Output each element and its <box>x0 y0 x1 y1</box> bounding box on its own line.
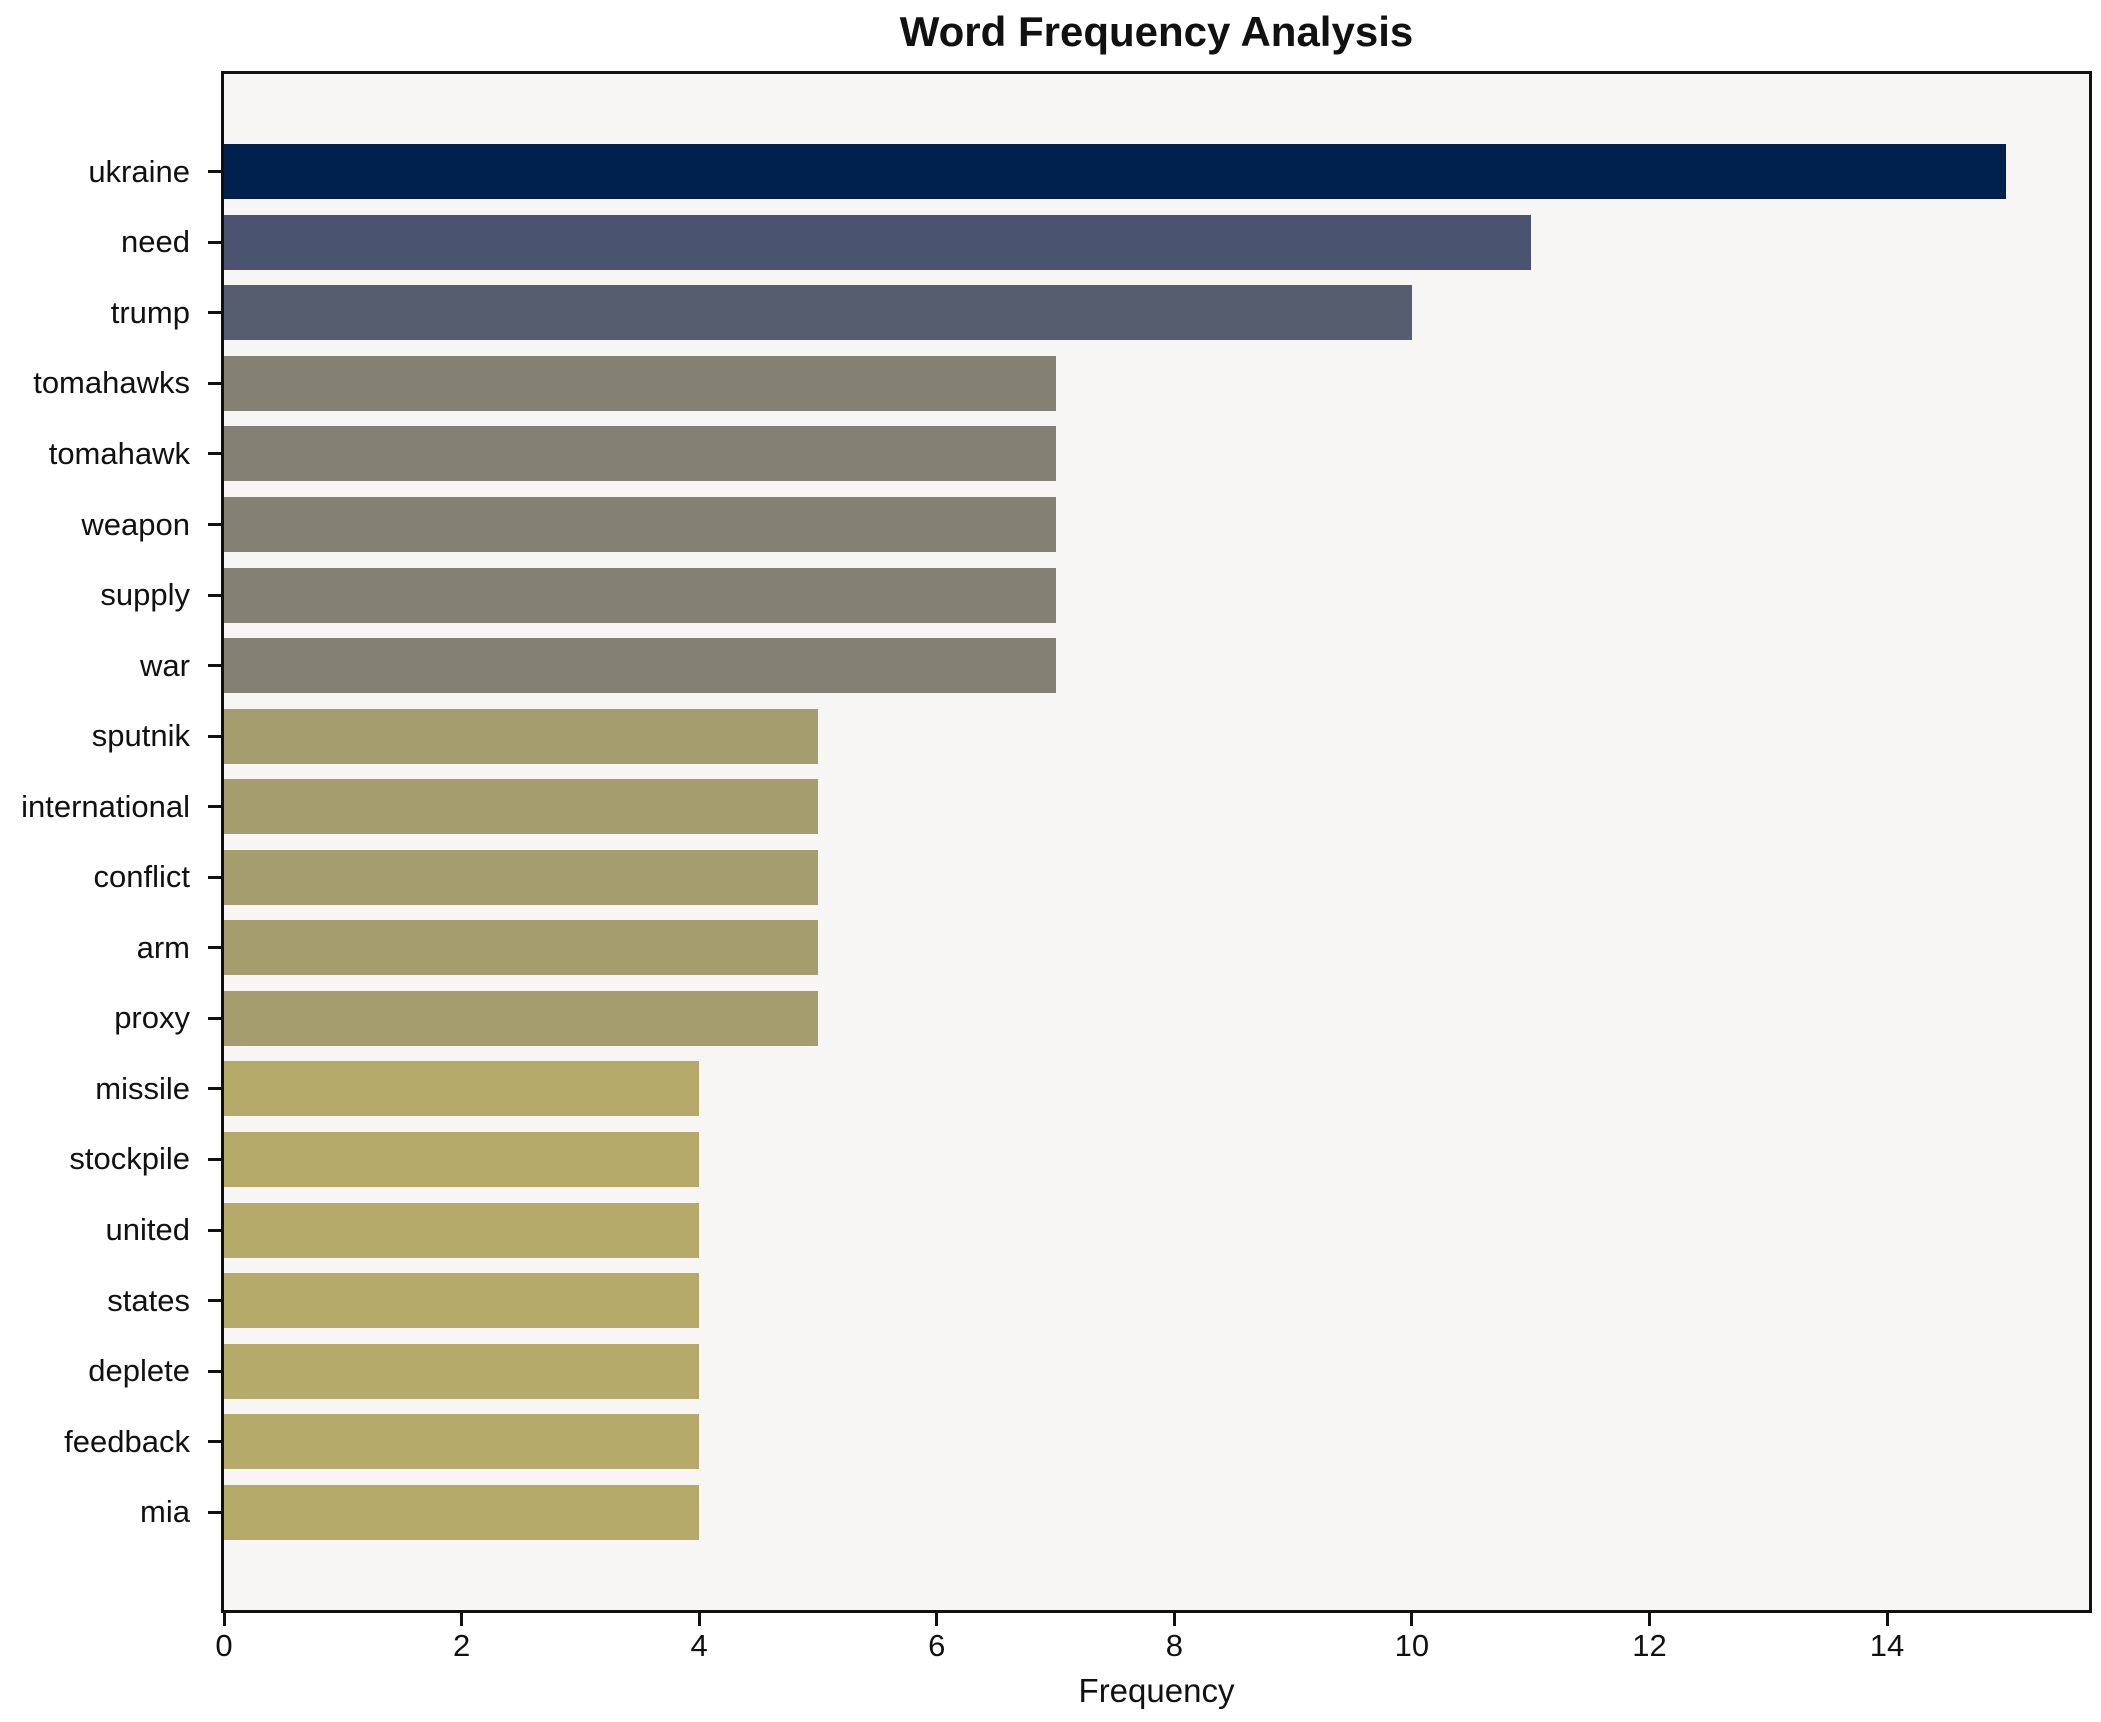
bar-united <box>224 1202 700 1258</box>
y-tick <box>208 170 221 174</box>
x-tick <box>1172 1613 1176 1626</box>
x-tick <box>1885 1613 1889 1626</box>
bar-mia <box>224 1484 700 1540</box>
x-tick-label: 2 <box>452 1628 471 1663</box>
y-tick-label: missile <box>95 1070 190 1106</box>
bar-sputnik <box>224 708 818 764</box>
bar-need <box>224 214 1531 270</box>
y-tick <box>208 1510 221 1514</box>
x-tick <box>1647 1613 1651 1626</box>
x-tick-label: 14 <box>1869 1628 1905 1663</box>
y-tick-label: arm <box>136 929 190 965</box>
x-tick-label: 12 <box>1632 1628 1667 1663</box>
x-tick <box>697 1613 701 1626</box>
bar-international <box>224 779 818 835</box>
y-tick-label: united <box>105 1212 190 1248</box>
x-tick <box>935 1613 939 1626</box>
y-tick-label: sputnik <box>91 718 190 754</box>
y-tick-label: mia <box>140 1494 190 1530</box>
y-tick <box>208 1299 221 1303</box>
y-tick-label: war <box>140 647 190 683</box>
x-tick-label: 4 <box>690 1628 708 1663</box>
y-tick <box>208 946 221 950</box>
y-tick <box>208 875 221 879</box>
x-axis-label: Frequency <box>1078 1672 1235 1709</box>
y-tick <box>208 1440 221 1444</box>
bar-tomahawks <box>224 355 1056 411</box>
y-tick <box>208 381 221 385</box>
y-tick-label: weapon <box>81 506 190 542</box>
x-tick <box>460 1613 464 1626</box>
y-tick-label: feedback <box>64 1423 190 1459</box>
y-tick-label: stockpile <box>69 1141 190 1177</box>
bar-proxy <box>224 990 818 1046</box>
y-tick-label: tomahawk <box>48 435 190 471</box>
y-tick <box>208 1157 221 1161</box>
x-tick-label: 10 <box>1394 1628 1430 1663</box>
y-tick <box>208 1369 221 1373</box>
y-tick-label: need <box>121 224 190 260</box>
bar-feedback <box>224 1414 700 1470</box>
bar-tomahawk <box>224 426 1056 482</box>
y-tick <box>208 240 221 244</box>
x-tick-label: 0 <box>215 1628 233 1663</box>
chart-title: Word Frequency Analysis <box>899 8 1414 55</box>
bar-deplete <box>224 1343 700 1399</box>
y-tick-label: ukraine <box>88 153 190 189</box>
y-tick <box>208 1016 221 1020</box>
y-tick <box>208 1087 221 1091</box>
y-tick-label: deplete <box>88 1353 190 1389</box>
y-tick-label: states <box>107 1282 190 1318</box>
bar-ukraine <box>224 144 2006 200</box>
bar-supply <box>224 567 1056 623</box>
x-tick <box>1410 1613 1414 1626</box>
bar-war <box>224 638 1056 694</box>
y-tick-label: supply <box>100 577 190 613</box>
bar-weapon <box>224 497 1056 553</box>
y-tick-label: proxy <box>114 1000 190 1036</box>
y-tick <box>208 805 221 809</box>
y-tick-label: international <box>21 788 190 824</box>
y-tick <box>208 664 221 668</box>
x-tick-label: 8 <box>1165 1628 1183 1663</box>
bar-missile <box>224 1061 700 1117</box>
bar-states <box>224 1273 700 1329</box>
y-tick-label: trump <box>110 294 190 330</box>
y-tick-label: tomahawks <box>33 365 190 401</box>
y-tick <box>208 593 221 597</box>
bar-conflict <box>224 849 818 905</box>
bar-trump <box>224 285 1412 341</box>
x-tick <box>222 1613 226 1626</box>
y-tick <box>208 311 221 315</box>
bar-arm <box>224 920 818 976</box>
y-tick <box>208 452 221 456</box>
y-tick <box>208 734 221 738</box>
y-tick <box>208 1228 221 1232</box>
plot-area <box>221 71 2092 1613</box>
y-tick-label: conflict <box>93 859 190 895</box>
y-tick <box>208 523 221 527</box>
bar-stockpile <box>224 1131 700 1187</box>
x-tick-label: 6 <box>928 1628 946 1663</box>
